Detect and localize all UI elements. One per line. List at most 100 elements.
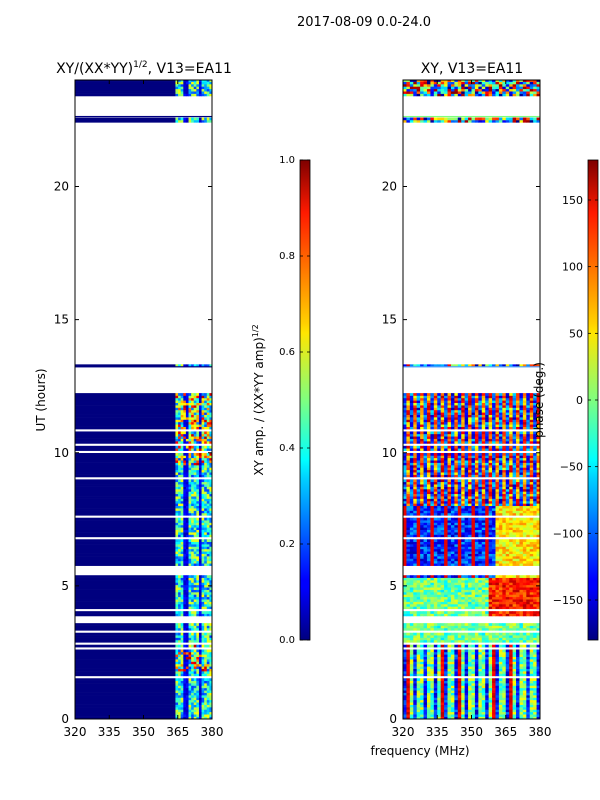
phase-cell <box>464 702 469 705</box>
phase-cell <box>536 541 540 545</box>
phase-cell <box>529 584 534 588</box>
amplitude-cell <box>185 407 189 411</box>
phase-cell <box>454 611 459 614</box>
phase-cell <box>478 623 483 626</box>
amplitude-cell <box>75 707 176 710</box>
amplitude-cell <box>75 522 176 526</box>
phase-cell <box>447 508 452 511</box>
phase-cell <box>440 524 445 528</box>
phase-cell <box>430 510 435 514</box>
phase-cell <box>488 654 493 657</box>
amplitude-cell <box>178 467 182 471</box>
amplitude-cell <box>188 714 192 717</box>
phase-cell <box>447 656 452 660</box>
phase-cell <box>474 534 479 538</box>
phase-cell <box>444 623 448 626</box>
amplitude-cell <box>193 93 197 97</box>
phase-cell <box>457 544 462 547</box>
phase-cell <box>522 587 527 590</box>
phase-cell <box>423 553 428 557</box>
amplitude-cell <box>180 659 184 662</box>
phase-cell <box>426 663 431 667</box>
phase-cell <box>536 692 540 696</box>
phase-cell <box>406 603 411 607</box>
phase-cell <box>488 663 493 667</box>
phase-cell <box>433 596 438 600</box>
phase-cell <box>406 556 411 559</box>
phase-cell <box>498 659 503 662</box>
phase-cell <box>529 558 534 562</box>
phase-cell <box>536 697 540 701</box>
amplitude-cell <box>206 517 210 521</box>
amplitude-cell <box>178 541 182 545</box>
phase-cell <box>488 505 493 509</box>
phase-cell <box>533 635 537 638</box>
phase-cell <box>516 584 520 588</box>
phase-cell <box>440 666 445 669</box>
phase-cell <box>516 695 520 698</box>
phase-cell <box>533 551 537 554</box>
phase-cell <box>488 575 493 578</box>
amplitude-xtick-label: 380 <box>201 725 224 739</box>
phase-cell <box>420 611 424 614</box>
phase-cell <box>519 563 524 566</box>
amplitude-cell <box>198 393 202 396</box>
phase-cell <box>522 649 527 653</box>
phase-cell <box>420 709 424 713</box>
amplitude-cell <box>175 393 179 396</box>
amplitude-cell <box>193 587 197 590</box>
phase-cell <box>403 697 407 701</box>
phase-cell <box>516 711 520 715</box>
phase-cell <box>447 520 452 523</box>
amplitude-cell <box>206 663 210 667</box>
amplitude-cell <box>183 635 187 638</box>
phase-cell <box>406 659 411 662</box>
amplitude-cell <box>183 532 187 535</box>
amplitude-cell <box>204 498 208 502</box>
phase-cell <box>519 680 524 684</box>
phase-cell <box>464 613 469 617</box>
amplitude-cell <box>206 433 210 437</box>
phase-cell <box>406 668 411 672</box>
amplitude-cell <box>175 546 179 550</box>
phase-cell <box>433 668 438 672</box>
amplitude-cell <box>201 627 205 631</box>
amplitude-cell <box>185 455 189 459</box>
phase-cell <box>502 702 507 705</box>
phase-cell <box>474 623 479 626</box>
phase-cell <box>474 505 479 509</box>
phase-cell <box>502 685 507 689</box>
phase-cell <box>447 659 452 662</box>
phase-cell <box>488 692 493 696</box>
amplitude-cell <box>201 637 205 641</box>
amplitude-cell <box>206 520 210 523</box>
phase-cell <box>485 623 490 626</box>
phase-cell <box>416 520 421 523</box>
amplitude-cell <box>201 462 205 466</box>
phase-cell <box>423 635 428 638</box>
phase-cell <box>485 596 490 600</box>
phase-cell <box>413 606 418 610</box>
phase-cell <box>406 548 411 552</box>
phase-cell <box>409 544 414 547</box>
phase-cell <box>454 716 459 719</box>
amplitude-cell <box>178 711 182 715</box>
phase-cell <box>495 714 500 717</box>
phase-cell <box>468 654 472 657</box>
amplitude-cell <box>204 625 208 629</box>
phase-cell <box>502 584 507 588</box>
phase-cell <box>450 704 455 708</box>
amplitude-cell <box>180 419 184 423</box>
amplitude-cell <box>196 419 200 423</box>
phase-cell <box>512 541 517 545</box>
phase-cell <box>454 551 459 554</box>
amplitude-cell <box>75 671 176 674</box>
phase-cell <box>403 707 407 710</box>
amplitude-cell <box>185 639 189 643</box>
amplitude-cell <box>209 627 212 631</box>
amplitude-cell <box>185 493 189 497</box>
phase-cell <box>440 508 445 511</box>
phase-cell <box>444 591 448 595</box>
amplitude-cell <box>183 119 187 123</box>
phase-cell <box>502 687 507 691</box>
